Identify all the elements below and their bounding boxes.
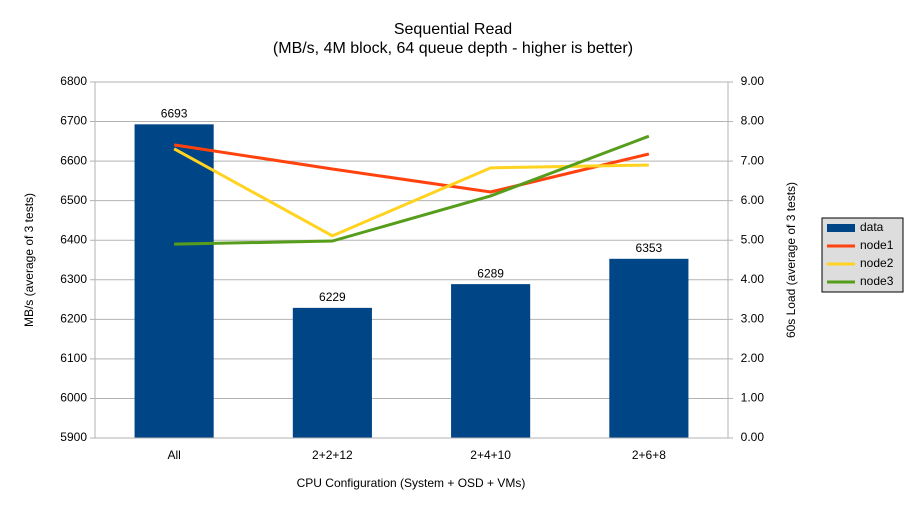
data-label: 6289: [477, 266, 504, 280]
y2-tick-label: 4.00: [741, 272, 765, 286]
y2-tick-label: 6.00: [741, 193, 765, 207]
data-label: 6353: [636, 241, 663, 255]
y2-tick-label: 1.00: [741, 391, 765, 405]
y2-axis-label: 60s Load (average of 3 tests): [784, 182, 798, 338]
y-tick-label: 6400: [60, 232, 87, 246]
chart-title: Sequential Read: [394, 21, 512, 38]
x-axis-label: CPU Configuration (System + OSD + VMs): [297, 476, 526, 490]
legend-label: node3: [860, 274, 894, 288]
y-tick-label: 6300: [60, 272, 87, 286]
x-tick-label: All: [167, 448, 180, 462]
y-tick-label: 6200: [60, 312, 87, 326]
x-tick-label: 2+4+10: [470, 448, 511, 462]
y2-tick-label: 3.00: [741, 312, 765, 326]
y2-tick-label: 7.00: [741, 153, 765, 167]
bar: [292, 307, 372, 438]
data-label: 6693: [161, 106, 188, 120]
y-tick-label: 5900: [60, 430, 87, 444]
y-tick-label: 6600: [60, 153, 87, 167]
bar: [134, 124, 214, 438]
y2-tick-label: 2.00: [741, 351, 765, 365]
x-tick-label: 2+6+8: [632, 448, 666, 462]
data-label: 6229: [319, 290, 346, 304]
legend-label: node1: [860, 238, 894, 252]
legend-swatch: [827, 224, 855, 232]
bar: [451, 284, 531, 438]
y2-tick-label: 8.00: [741, 114, 765, 128]
line: [174, 134, 650, 246]
y-tick-label: 6500: [60, 193, 87, 207]
y2-tick-label: 5.00: [741, 232, 765, 246]
y-axis-label: MB/s (average of 3 tests): [22, 193, 36, 327]
y-tick-label: 6800: [60, 74, 87, 88]
bar: [609, 258, 689, 438]
legend-label: node2: [860, 256, 894, 270]
legend-label: data: [860, 220, 884, 234]
y-tick-label: 6700: [60, 114, 87, 128]
y2-tick-label: 0.00: [741, 430, 765, 444]
chart-subtitle: (MB/s, 4M block, 64 queue depth - higher…: [273, 40, 633, 57]
x-tick-label: 2+2+12: [312, 448, 353, 462]
y2-tick-label: 9.00: [741, 74, 765, 88]
line: [173, 143, 650, 194]
y-tick-label: 6100: [60, 351, 87, 365]
y-tick-label: 6000: [60, 391, 87, 405]
